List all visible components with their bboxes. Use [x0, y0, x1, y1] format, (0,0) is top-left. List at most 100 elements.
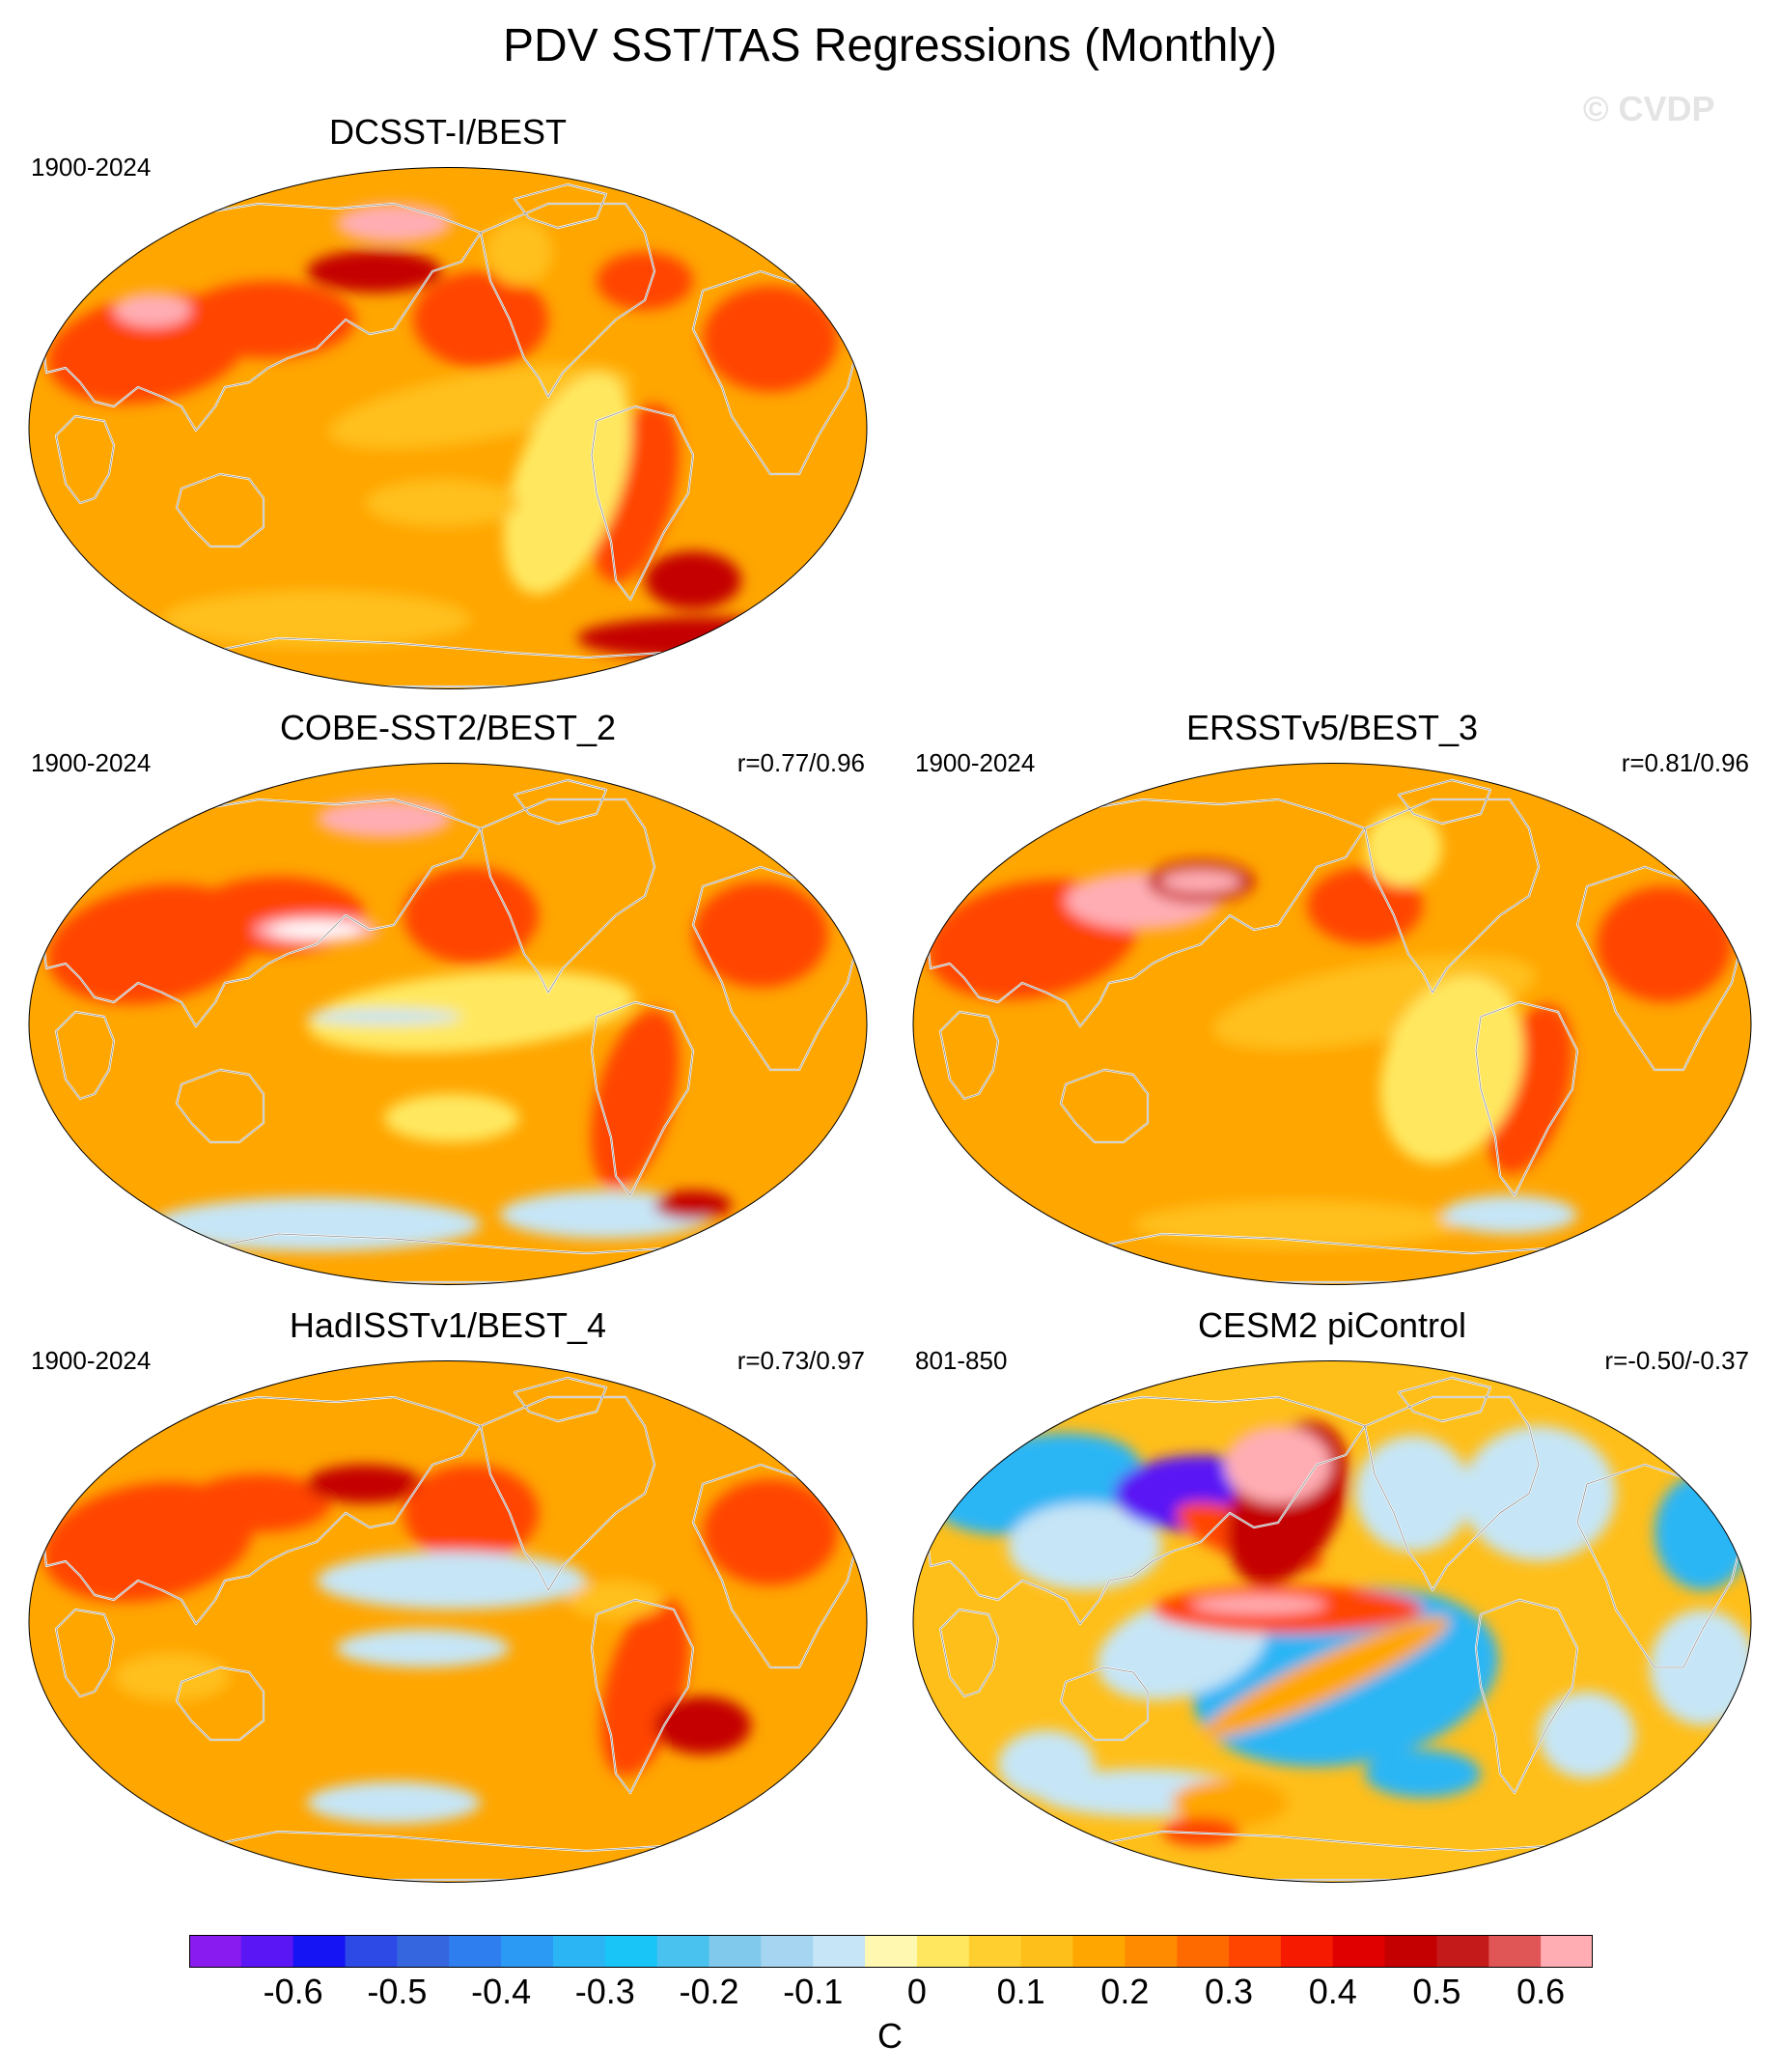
anomaly-region: [413, 271, 548, 368]
map-field: [29, 1360, 867, 1883]
panel-correlation: r=0.77/0.96: [737, 748, 865, 777]
colorbar-swatch: [916, 1935, 970, 1968]
map-border: [912, 1360, 1752, 1883]
anomaly-region: [307, 1781, 481, 1824]
copyright-watermark: © CVDP: [1583, 89, 1715, 128]
colorbar-tick-label: -0.4: [471, 1972, 532, 2011]
coastline-shadow: [1398, 779, 1491, 825]
anomaly-region: [693, 882, 828, 988]
anomaly-region: [1355, 1436, 1471, 1552]
anomaly-contours: [47, 204, 838, 659]
anomaly-region: [317, 1552, 587, 1610]
map-panel-ersst: ERSSTv5/BEST_3 1900-2024 r=0.81/0.96: [898, 708, 1766, 1287]
anomaly-region: [1307, 867, 1423, 944]
anomaly-region: [1365, 809, 1442, 886]
panel-correlation: r=0.81/0.96: [1621, 748, 1749, 777]
anomaly-region: [998, 1730, 1095, 1798]
anomaly-contours: [932, 1421, 1751, 1846]
coastline-shadow: [176, 1069, 264, 1143]
coastline-shadow: [925, 798, 1366, 1027]
colorbar-swatch: [1332, 1935, 1386, 1968]
figure-title: PDV SST/TAS Regressions (Monthly): [502, 20, 1277, 71]
colorbar-swatch: [189, 1935, 242, 1968]
colorbar-swatch: [449, 1935, 502, 1968]
colorbar-swatch: [968, 1935, 1022, 1968]
coastline-shadow: [176, 1666, 264, 1741]
coastline-shadow: [480, 798, 655, 994]
map-field: [913, 763, 1751, 1285]
colorbar-swatch: [1488, 1935, 1542, 1968]
coastline-shadow: [1475, 1599, 1578, 1794]
anomaly-region: [181, 281, 355, 358]
anomaly-region: [654, 1190, 732, 1219]
colorbar-swatch: [1177, 1935, 1230, 1968]
coastline-shadow: [925, 1396, 1366, 1625]
colorbar-swatch: [1384, 1935, 1437, 1968]
colorbar-tick-label: 0: [906, 1972, 927, 2011]
colorbar-swatch: [709, 1935, 762, 1968]
colorbar-units: C: [877, 2016, 903, 2056]
colorbar-swatch: [813, 1935, 866, 1968]
anomaly-region: [1442, 1195, 1577, 1234]
anomaly-region: [577, 617, 828, 659]
coastline-shadow: [591, 1001, 694, 1196]
anomaly-region: [307, 1009, 461, 1024]
panel-period: 1900-2024: [915, 748, 1036, 777]
anomaly-region: [1365, 1750, 1481, 1798]
colorbar-tick-label: -0.3: [574, 1972, 635, 2011]
anomaly-contours: [927, 809, 1732, 1248]
colorbar-swatch: [1125, 1935, 1178, 1968]
anomaly-region: [307, 1465, 423, 1503]
panel-title: ERSSTv5/BEST_3: [1185, 708, 1479, 747]
panel-correlation: r=-0.50/-0.37: [1604, 1346, 1749, 1375]
colorbar-tick-label: -0.5: [367, 1972, 428, 2011]
anomaly-region: [365, 479, 519, 527]
coastline-shadow: [1060, 1666, 1149, 1741]
colorbar-swatch: [240, 1935, 294, 1968]
colorbar-tick-label: -0.1: [783, 1972, 844, 2011]
anomaly-region: [486, 218, 553, 286]
anomaly-region: [384, 1094, 519, 1142]
panel-period: 1900-2024: [31, 1346, 152, 1375]
panel-title: COBE-SST2/BEST_2: [279, 708, 617, 747]
colorbar-swatch: [397, 1935, 450, 1968]
anomaly-region: [307, 250, 442, 293]
coastline-shadow: [55, 415, 115, 504]
coastline-shadow: [480, 203, 655, 398]
colorbar-swatch: [1072, 1935, 1126, 1968]
anomaly-region: [336, 204, 452, 242]
map-border: [912, 763, 1752, 1285]
coastline-shadow: [1364, 1396, 1540, 1591]
anomaly-region: [645, 551, 741, 609]
coastline-shadow: [939, 1609, 999, 1697]
anomaly-region: [328, 363, 633, 450]
coastline-shadow: [514, 183, 607, 229]
colorbar-swatch: [656, 1935, 710, 1968]
anomaly-region: [270, 922, 363, 938]
coastline-shadow: [514, 779, 607, 825]
anomaly-region: [504, 373, 631, 595]
anomaly-region: [703, 1479, 838, 1585]
anomaly-region: [336, 1629, 510, 1667]
coastline-shadow: [55, 1609, 115, 1697]
coastline-shadow: [41, 1396, 482, 1625]
coastline-shadow: [591, 1599, 694, 1794]
coastline-shadow: [1364, 798, 1540, 994]
anomaly-contours: [47, 799, 828, 1251]
colorbar-tick-label: -0.6: [263, 1972, 323, 2011]
anomaly-region: [162, 590, 471, 648]
panel-period: 1900-2024: [31, 748, 152, 777]
anomaly-region: [186, 1474, 331, 1532]
anomaly-region: [1008, 1503, 1162, 1590]
anomaly-region: [403, 867, 539, 964]
coastline-shadow: [939, 1011, 999, 1100]
map-field: [29, 167, 867, 689]
map-border: [28, 763, 868, 1285]
anomaly-region: [597, 252, 693, 310]
regression-map: [28, 1360, 868, 1883]
anomaly-region: [153, 1197, 481, 1251]
anomaly-region: [1191, 1595, 1326, 1614]
map-border: [28, 1360, 868, 1883]
colorbar-tick-label: 0.4: [1308, 1972, 1357, 2011]
colorbar-swatch: [761, 1935, 814, 1968]
